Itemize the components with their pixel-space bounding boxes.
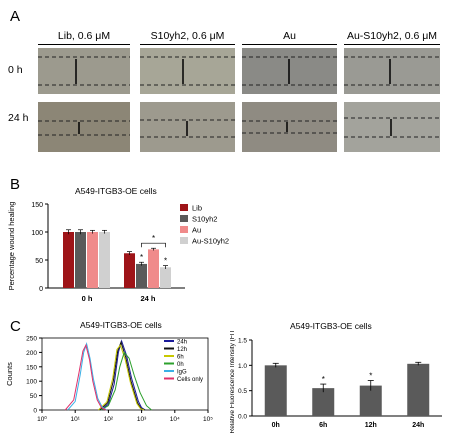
legend-label: 0h (177, 362, 184, 368)
bar (87, 232, 98, 288)
x-tick-label: 10³ (137, 416, 147, 423)
legend-label: Cells only (177, 377, 203, 383)
x-tick-label: 24 h (140, 294, 155, 303)
y-tick-label: 150 (31, 202, 43, 209)
column-underline (344, 44, 440, 45)
column-underline (242, 44, 337, 45)
x-tick-label: 12h (365, 422, 377, 429)
x-tick-label: 24h (412, 422, 424, 429)
y-tick-label: 0.0 (238, 414, 247, 421)
histogram-line (100, 351, 152, 411)
legend-swatch (180, 237, 188, 244)
bar (136, 263, 147, 288)
chart-c-title: A549-ITGB3-OE cells (80, 320, 162, 330)
x-tick-label: 10⁰ (37, 415, 47, 423)
micrograph-au-s10yh2-0h (344, 48, 440, 94)
bar (63, 232, 74, 288)
y-axis-label: Percentage wound healing (7, 202, 16, 291)
bar (148, 249, 159, 288)
significance-star: * (140, 253, 143, 262)
panel-b-letter: B (10, 176, 21, 193)
bar (124, 253, 135, 288)
significance-star: * (369, 372, 372, 381)
chart-b: 0 50 100 150 Percentage wound healing 0 h 24 h… (7, 202, 229, 303)
x-tick-label: 10² (104, 416, 114, 423)
significance-star: * (322, 375, 325, 384)
y-tick-label: 100 (31, 230, 43, 237)
row-label-24h: 24 h (8, 112, 29, 124)
y-tick-label: 0 (39, 286, 43, 293)
row-label-0h: 0 h (8, 64, 23, 76)
chart-b-title: A549-ITGB3-OE cells (75, 186, 157, 196)
micrograph-au-s10yh2-24h (344, 102, 440, 152)
legend-label: Au-S10yh2 (192, 237, 229, 246)
y-tick-label: 150 (26, 364, 37, 371)
micrograph-s10yh2-0h (140, 48, 235, 94)
bar (359, 385, 382, 416)
y-tick-label: 50 (35, 258, 43, 265)
panel-c-letter: C (10, 318, 21, 335)
micrograph-s10yh2-24h (140, 102, 235, 152)
legend-label: Lib (192, 204, 202, 213)
histogram-line (64, 343, 107, 411)
plot-frame (41, 337, 209, 411)
y-tick-label: 0 (33, 408, 37, 415)
histogram-line (67, 341, 108, 411)
x-tick-label: 10⁵ (203, 416, 213, 423)
x-tick-label: 10⁴ (170, 416, 180, 423)
chart-d-title: A549-ITGB3-OE cells (290, 321, 372, 331)
legend-swatch (180, 204, 188, 211)
column-header-au-s10yh2: Au-S10yh2, 0.6 μM (346, 30, 438, 42)
y-axis-label: Relative Fluorescence Intensity (FITC) (230, 330, 236, 433)
x-tick-label: 0 h (82, 294, 93, 303)
column-header-au: Au (283, 30, 296, 42)
panel-a-letter: A (10, 8, 21, 25)
y-tick-label: 1.0 (238, 363, 247, 370)
legend-label: 12h (177, 347, 187, 353)
micrograph-lib-0h (38, 48, 130, 94)
y-tick-label: 1.5 (238, 338, 247, 345)
significance-star: * (152, 234, 155, 243)
micrograph-lib-24h (38, 102, 130, 152)
bar (264, 365, 287, 416)
column-header-lib: Lib, 0.6 μM (57, 30, 111, 42)
legend-label: 24h (177, 340, 187, 346)
x-tick-label: 0h (272, 422, 280, 429)
column-underline (140, 44, 235, 45)
significance-bracket (141, 242, 166, 248)
y-tick-label: 100 (26, 379, 37, 386)
legend-label: IgG (177, 370, 187, 376)
y-axis-label: Counts (5, 362, 14, 386)
bar (160, 267, 171, 288)
bar (407, 363, 430, 416)
micrograph-au-0h (242, 48, 337, 94)
bar (99, 232, 110, 288)
y-tick-label: 200 (26, 350, 37, 357)
legend-label: S10yh2 (192, 215, 217, 224)
bar (312, 388, 335, 416)
column-underline (38, 44, 130, 45)
legend-swatch (180, 226, 188, 233)
histogram-line (100, 339, 146, 411)
legend-label: Au (192, 226, 201, 235)
histogram-line (98, 344, 145, 411)
x-tick-label: 6h (319, 422, 327, 429)
legend-swatch (180, 215, 188, 222)
significance-star: * (164, 257, 167, 266)
y-tick-label: 250 (26, 336, 37, 343)
bar (75, 232, 86, 288)
column-header-s10yh2: S10yh2, 0.6 μM (150, 30, 225, 42)
micrograph-au-24h (242, 102, 337, 152)
y-tick-label: 50 (30, 393, 38, 400)
histogram-line (99, 340, 145, 411)
x-tick-label: 10¹ (70, 416, 80, 423)
legend-label: 6h (177, 355, 184, 361)
chart-c: 0 50 100 150 200 250 10⁰ 10¹ 10² 10³ 10⁴ 10⁵ Counts 2… (5, 336, 213, 424)
y-tick-label: 0.5 (238, 388, 247, 395)
